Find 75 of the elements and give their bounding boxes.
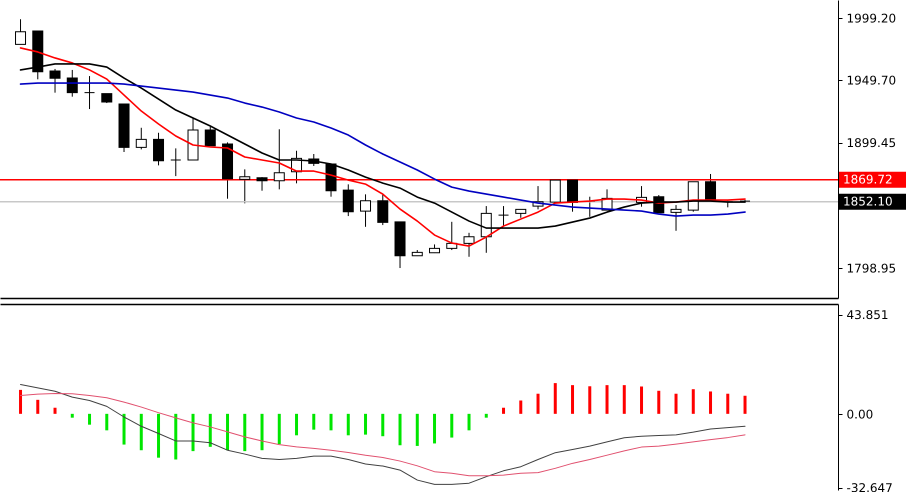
bar [157, 414, 160, 458]
bar [674, 394, 678, 414]
bar [243, 414, 246, 452]
bar [295, 414, 298, 436]
bar [346, 414, 350, 436]
candlestick [550, 180, 561, 203]
candlestick [170, 148, 182, 177]
bar [226, 414, 230, 450]
bar [278, 414, 281, 444]
line-series [20, 392, 746, 476]
bar [726, 394, 730, 414]
y-tick-label: 43.851 [846, 308, 888, 322]
bar [640, 386, 644, 414]
bar [19, 390, 22, 414]
candlestick [153, 132, 164, 166]
bar [364, 414, 368, 435]
bar [692, 389, 695, 414]
y-tick-label: 1798.95 [846, 262, 896, 276]
y-tick-label: -32.647 [846, 481, 893, 492]
candlestick [498, 206, 510, 227]
bar [381, 414, 384, 436]
candlestick [239, 168, 250, 204]
candlestick [705, 173, 716, 202]
bar [88, 414, 92, 425]
bar [105, 414, 108, 430]
bar [122, 414, 126, 445]
candlestick [136, 127, 147, 150]
bar [709, 391, 712, 414]
candlestick [342, 184, 354, 217]
bar [312, 414, 316, 430]
bar [468, 414, 471, 430]
candlestick [84, 76, 96, 110]
bar [588, 386, 592, 414]
y-tick-label: 0.00 [846, 407, 874, 422]
y-tick-label: 1899.45 [846, 136, 896, 150]
bar [36, 400, 40, 414]
candlestick [15, 18, 26, 45]
bar [606, 385, 609, 414]
bar [622, 385, 626, 414]
y-tick-label: 1999.20 [846, 11, 896, 26]
candlestick [256, 176, 268, 192]
line-series [20, 384, 746, 485]
candlestick [50, 68, 61, 94]
bar [502, 408, 506, 414]
bar [140, 414, 143, 450]
bar [744, 396, 747, 414]
bar [260, 414, 264, 450]
bar [519, 400, 522, 414]
bar [433, 414, 436, 444]
candlestick [101, 93, 112, 104]
candlestick [360, 194, 372, 228]
bar [174, 414, 178, 460]
candlestick [670, 204, 682, 232]
candlestick [204, 126, 216, 146]
bar [54, 408, 57, 414]
bar [657, 390, 660, 414]
candlestick [567, 180, 578, 212]
bar [70, 414, 74, 418]
bar [416, 414, 419, 446]
bar [208, 414, 212, 447]
bar [571, 385, 574, 414]
bar [398, 414, 402, 446]
ref-line-label: 1852.10 [843, 194, 893, 209]
bar [554, 383, 557, 414]
candlestick [274, 128, 285, 190]
bar [330, 414, 333, 430]
candlestick [66, 69, 78, 98]
ref-line-label: 1869.72 [843, 172, 893, 187]
bar [536, 394, 540, 414]
y-tick-label: 1949.70 [846, 73, 896, 88]
bar [192, 414, 195, 452]
candlestick [377, 194, 388, 226]
candlestick [464, 232, 475, 258]
bar [484, 414, 488, 418]
bar [450, 414, 454, 438]
